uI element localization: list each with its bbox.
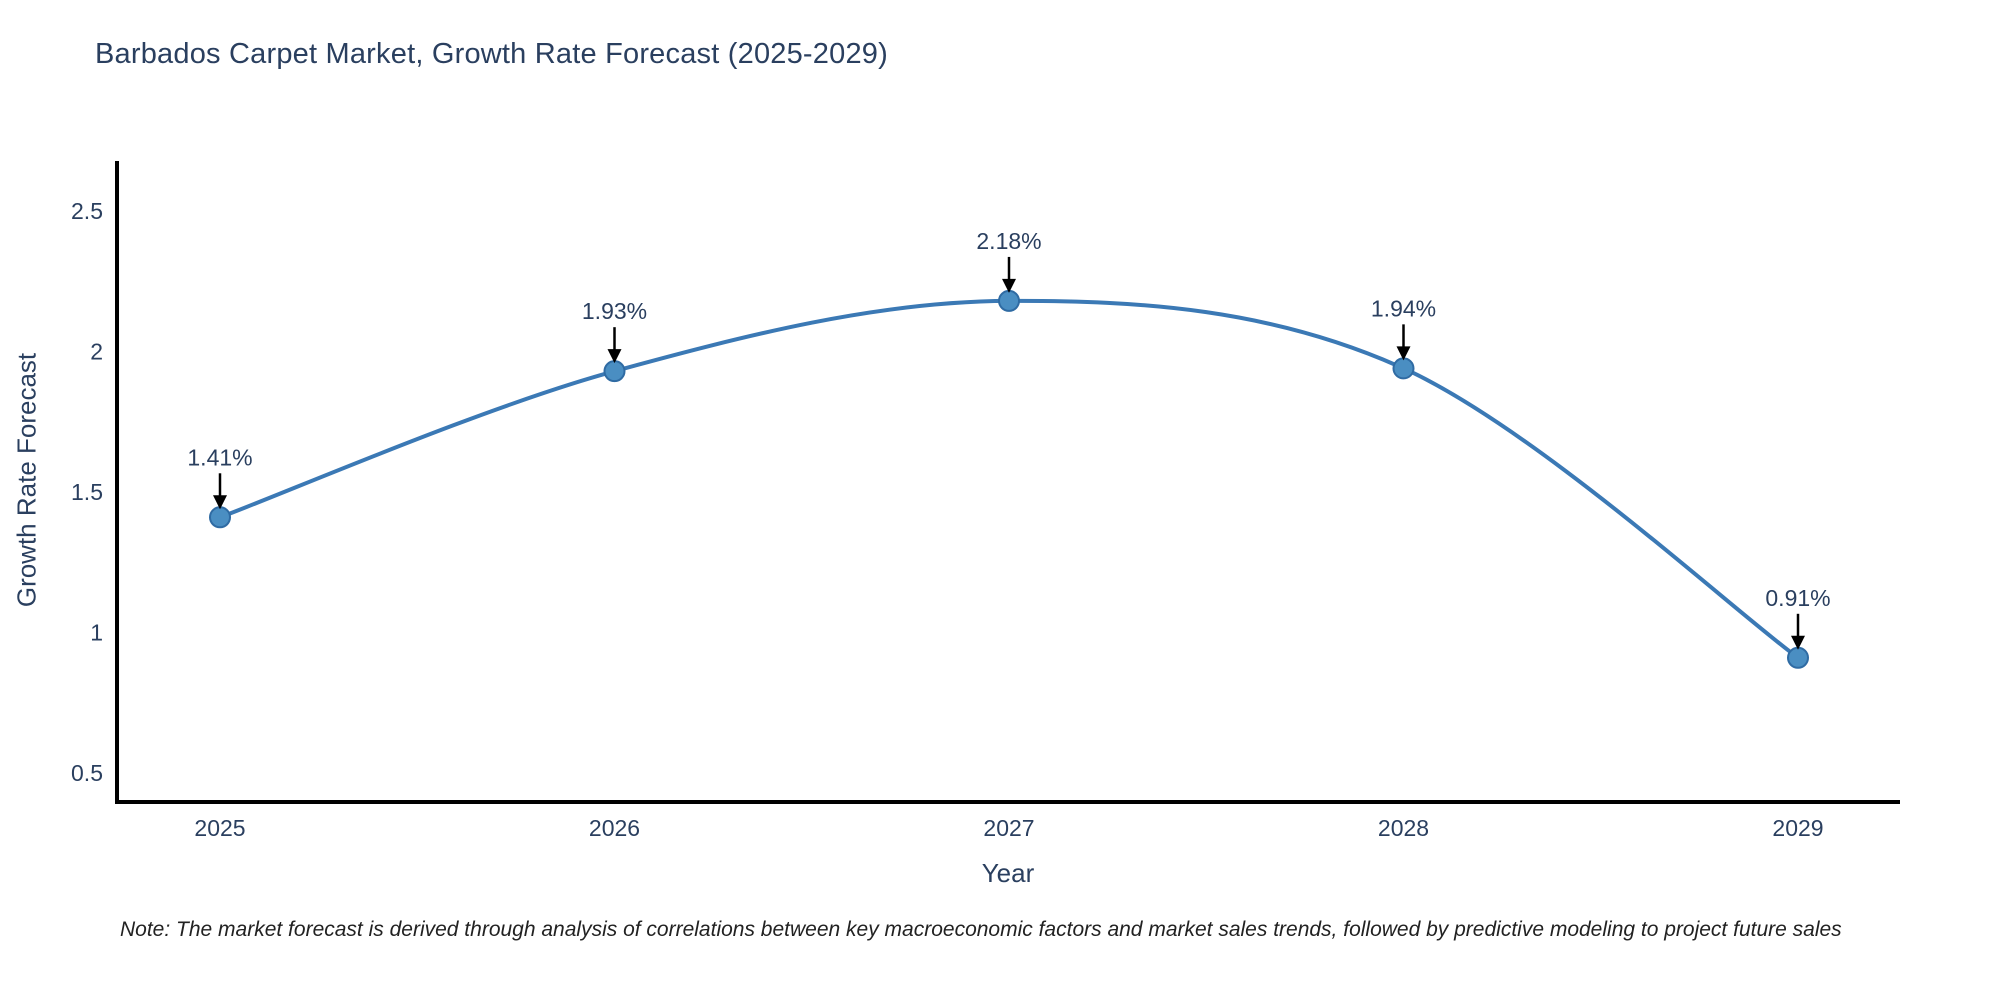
- data-point-2025: [209, 506, 231, 529]
- y-tick-label: 2: [90, 339, 103, 365]
- y-tick-label: 1: [90, 620, 103, 646]
- annotation-arrowhead: [213, 495, 227, 510]
- data-point-2029: [1787, 646, 1809, 669]
- x-axis-title: Year: [981, 858, 1035, 888]
- y-tick-label: 2.5: [71, 198, 103, 224]
- annotation-arrowhead: [1002, 278, 1016, 293]
- data-point-2028: [1392, 357, 1415, 380]
- x-tick-label: 2026: [589, 815, 640, 841]
- point-label: 0.91%: [1765, 585, 1830, 611]
- x-tick-label: 2025: [194, 815, 245, 841]
- data-point-2027: [998, 289, 1020, 312]
- point-label: 1.93%: [582, 298, 647, 324]
- y-tick-label: 0.5: [71, 760, 103, 786]
- annotation-arrowhead: [1791, 635, 1805, 650]
- chart-title: Barbados Carpet Market, Growth Rate Fore…: [95, 38, 888, 70]
- annotation-arrowhead: [1396, 346, 1411, 361]
- y-tick-label: 1.5: [71, 479, 103, 505]
- annotation-arrowhead: [607, 349, 622, 364]
- point-label: 1.94%: [1371, 295, 1436, 321]
- x-tick-label: 2027: [983, 815, 1034, 841]
- point-label: 1.41%: [187, 444, 252, 470]
- x-tick-label: 2028: [1378, 815, 1429, 841]
- x-tick-label: 2029: [1772, 815, 1823, 841]
- trend-line: [218, 298, 1800, 660]
- data-point-2026: [603, 360, 626, 383]
- footnote: Note: The market forecast is derived thr…: [120, 918, 1842, 941]
- point-label: 2.18%: [976, 228, 1041, 254]
